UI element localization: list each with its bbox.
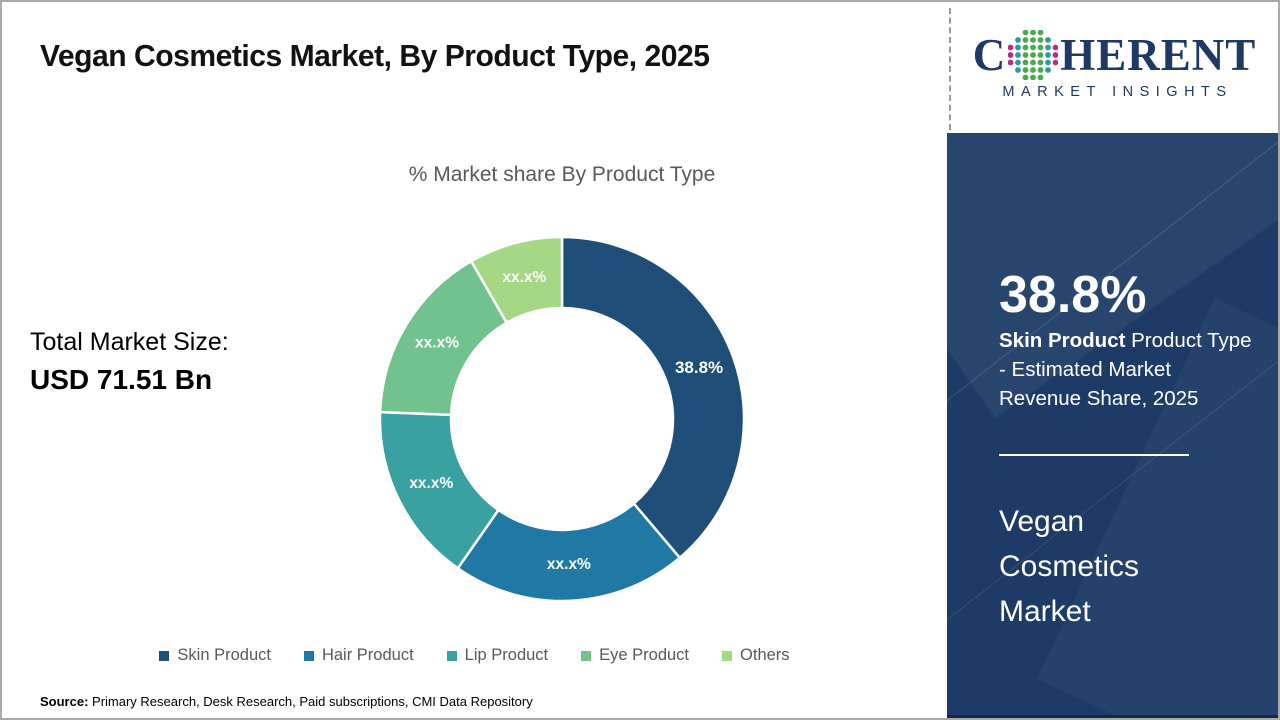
legend-label: Lip Product [464, 646, 549, 664]
globe-dot [1030, 30, 1037, 36]
page-title: Vegan Cosmetics Market, By Product Type,… [40, 38, 710, 73]
globe-dot [1008, 52, 1014, 58]
donut-segment-skin-product [560, 235, 746, 560]
sidebar-bottom-strip [947, 715, 1278, 718]
donut-label: xx.x% [415, 335, 459, 352]
donut-label: 38.8% [675, 358, 723, 377]
globe-dot [1015, 52, 1022, 58]
donut-chart: 38.8% xx.x% xx.x% xx.x% xx.x% [372, 229, 752, 609]
dashed-separator [949, 8, 951, 130]
legend-label: Eye Product [599, 646, 690, 664]
globe-dot [1022, 52, 1029, 58]
highlight-stat-value: 38.8% [999, 266, 1147, 324]
total-market-size-value: USD 71.51 Bn [30, 364, 213, 395]
globe-dot [1015, 67, 1022, 73]
total-market-size-label: Total Market Size: [30, 328, 229, 356]
globe-dot [1037, 44, 1044, 51]
source-text: Primary Research, Desk Research, Paid su… [88, 694, 533, 709]
legend-swatch [722, 650, 733, 661]
globe-dot [1030, 44, 1037, 51]
globe-dot [1022, 67, 1029, 73]
total-market-size: Total Market Size: USD 71.51 Bn [30, 328, 229, 396]
legend-item-skin-product: Skin Product [159, 646, 271, 665]
donut-label: xx.x% [409, 475, 453, 492]
donut-segment-hair-product [456, 502, 682, 603]
globe-dot [1022, 44, 1029, 51]
highlight-stat-rest: Product Type - Estimated Market Revenue … [999, 329, 1252, 410]
highlight-stat-description: Skin Product Product Type - Estimated Ma… [999, 326, 1253, 413]
globe-dot [1030, 59, 1037, 66]
globe-dot [1022, 30, 1029, 36]
globe-dot [1030, 67, 1037, 73]
globe-dot [1045, 52, 1052, 58]
globe-dot [1015, 37, 1022, 43]
legend-swatch [581, 650, 592, 661]
brand-letter-c: C [972, 29, 1007, 80]
globe-dot [1030, 37, 1037, 43]
legend-swatch [446, 650, 457, 661]
donut-label: xx.x% [547, 556, 591, 573]
legend-swatch [159, 650, 170, 661]
main-panel: Vegan Cosmetics Market, By Product Type,… [2, 2, 947, 718]
legend-item-eye-product: Eye Product [581, 646, 689, 665]
brand-logo: C HERENT [947, 2, 1278, 80]
globe-dots-icon [1008, 30, 1059, 80]
donut-chart-svg: 38.8% xx.x% xx.x% xx.x% xx.x% [378, 235, 746, 603]
globe-dot [1052, 44, 1059, 51]
legend-swatch [303, 650, 314, 661]
legend-label: Others [740, 646, 790, 664]
market-name: Vegan Cosmetics Market [999, 505, 1140, 628]
donut-segment-others [470, 235, 564, 325]
globe-dot [1022, 37, 1029, 43]
globe-dot [1052, 59, 1059, 66]
globe-dot [1022, 74, 1029, 80]
legend-item-hair-product: Hair Product [303, 646, 414, 665]
globe-dot [1045, 44, 1052, 51]
donut-label: xx.x% [502, 269, 546, 286]
legend-item-others: Others [722, 646, 790, 665]
legend-item-lip-product: Lip Product [446, 646, 549, 665]
globe-dot [1037, 67, 1044, 73]
globe-dot [1022, 59, 1029, 66]
sidebar: 38.8% Skin Product Product Type - Estima… [947, 133, 1278, 718]
globe-dot [1037, 30, 1044, 36]
source-line: Source: Primary Research, Desk Research,… [40, 694, 533, 709]
brand-subtitle: MARKET INSIGHTS [1002, 84, 1233, 100]
globe-dot [1052, 52, 1059, 58]
highlight-stat-segment: Skin Product [999, 329, 1126, 352]
logo-box: C HERENT MARKET INSIGHTS [947, 2, 1278, 133]
legend-label: Hair Product [321, 646, 414, 664]
globe-dot [1045, 37, 1052, 43]
globe-dot [1037, 52, 1044, 58]
globe-dot [1015, 59, 1022, 66]
brand-word-rest: HERENT [1060, 29, 1257, 80]
legend-label: Skin Product [177, 646, 271, 664]
chart-title: % Market share By Product Type [408, 163, 716, 186]
chart-legend: Skin Product Hair Product Lip Product Eye P… [2, 646, 947, 665]
globe-dot [1045, 59, 1052, 66]
source-label: Source: [40, 694, 89, 709]
globe-dot [1030, 52, 1037, 58]
globe-dot [1015, 44, 1022, 51]
globe-dot [1008, 59, 1014, 66]
sidebar-divider [999, 454, 1189, 456]
globe-dot [1037, 37, 1044, 43]
globe-dot [1008, 44, 1014, 51]
globe-dot [1030, 74, 1037, 80]
globe-dot [1037, 59, 1044, 66]
globe-dot [1045, 67, 1052, 73]
globe-dot [1037, 74, 1044, 80]
